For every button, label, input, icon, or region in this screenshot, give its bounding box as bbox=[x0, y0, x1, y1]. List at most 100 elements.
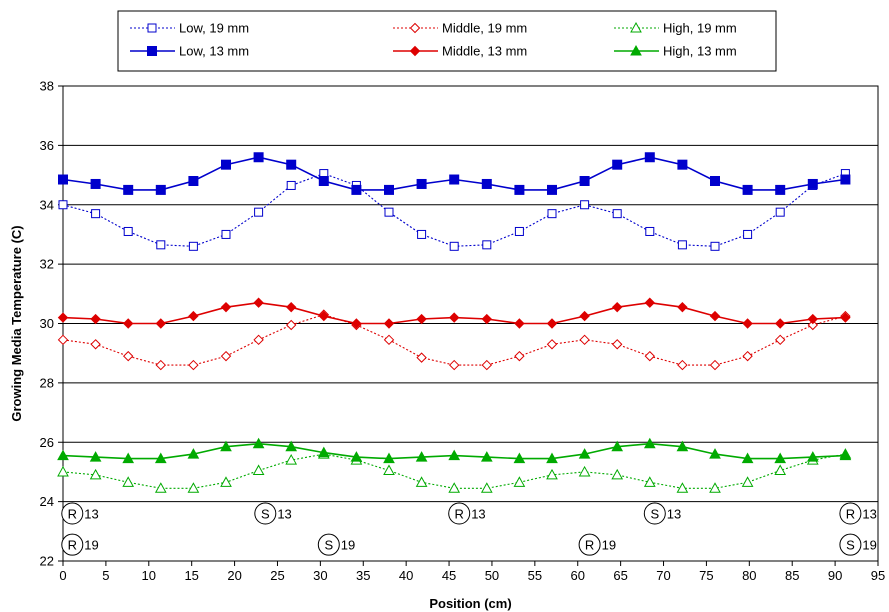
data-point bbox=[317, 446, 330, 458]
x-tick-label: 30 bbox=[313, 568, 327, 583]
data-point bbox=[742, 350, 753, 362]
y-tick-label: 36 bbox=[40, 138, 54, 153]
annotation-circle bbox=[61, 533, 84, 556]
x-axis-title: Position (cm) bbox=[429, 596, 511, 611]
x-tick-label: 25 bbox=[270, 568, 284, 583]
gridlines bbox=[63, 144, 878, 503]
data-point bbox=[677, 159, 688, 170]
data-point bbox=[480, 482, 493, 493]
annotation-circle bbox=[839, 502, 862, 525]
data-point bbox=[611, 468, 624, 480]
data-point bbox=[383, 318, 395, 329]
data-point bbox=[188, 176, 199, 186]
data-point bbox=[122, 318, 134, 329]
data-point bbox=[285, 319, 297, 331]
data-point bbox=[154, 482, 167, 493]
annotation-symbol: S bbox=[846, 537, 855, 552]
data-point bbox=[220, 476, 232, 487]
data-point bbox=[91, 209, 101, 219]
annotation-label: 19 bbox=[602, 537, 616, 552]
data-point bbox=[155, 184, 166, 195]
data-point bbox=[643, 476, 656, 487]
y-tick-label: 26 bbox=[40, 435, 54, 450]
data-point bbox=[415, 476, 428, 487]
legend-label: Low, 19 mm bbox=[179, 21, 249, 36]
data-point bbox=[741, 452, 754, 464]
data-point bbox=[383, 334, 395, 346]
x-tick-label: 90 bbox=[828, 568, 842, 583]
legend-item: High, 19 mm bbox=[614, 21, 737, 36]
x-tick-label: 15 bbox=[184, 568, 198, 583]
data-point bbox=[318, 176, 329, 186]
data-point bbox=[122, 452, 135, 464]
annotation-label: 13 bbox=[862, 506, 876, 521]
data-point bbox=[252, 437, 265, 449]
series-group bbox=[57, 152, 852, 493]
data-point bbox=[481, 178, 492, 189]
x-tick-label: 45 bbox=[442, 568, 456, 583]
legend-box bbox=[117, 10, 777, 72]
series-4 bbox=[57, 297, 851, 329]
data-point bbox=[285, 440, 298, 452]
annotation-symbol: R bbox=[68, 506, 77, 521]
data-point bbox=[89, 451, 102, 462]
data-point bbox=[677, 359, 688, 371]
data-point bbox=[676, 482, 689, 493]
x-tick-label: 5 bbox=[102, 568, 109, 583]
legend-item: Middle, 19 mm bbox=[393, 21, 527, 36]
data-point bbox=[741, 476, 754, 487]
legend-label: High, 19 mm bbox=[663, 21, 737, 36]
legend: Low, 19 mm Middle, 19 mm High, 19 mm Low, 1… bbox=[117, 10, 777, 72]
y-tick-label: 22 bbox=[40, 554, 54, 569]
data-point bbox=[90, 339, 101, 350]
legend-swatch-marker bbox=[630, 44, 642, 56]
annotation-symbol: S bbox=[261, 506, 270, 521]
data-point bbox=[514, 226, 524, 236]
data-point bbox=[123, 184, 134, 195]
data-point bbox=[416, 178, 427, 189]
legend-item: Middle, 13 mm bbox=[393, 44, 527, 59]
annotation-circle bbox=[643, 502, 666, 525]
data-point bbox=[188, 359, 199, 371]
annotation-label: 13 bbox=[277, 506, 291, 521]
data-point bbox=[187, 482, 200, 493]
data-point bbox=[709, 482, 721, 493]
series-1 bbox=[57, 309, 851, 371]
data-point bbox=[710, 176, 720, 186]
annotation-circle bbox=[578, 533, 601, 556]
annotation-marker: S 19 bbox=[317, 533, 355, 556]
data-point bbox=[546, 468, 558, 480]
data-point bbox=[155, 318, 167, 329]
data-point bbox=[156, 240, 166, 250]
data-point bbox=[57, 449, 69, 461]
data-point bbox=[742, 318, 753, 329]
data-point bbox=[252, 464, 265, 475]
x-tick-label: 55 bbox=[528, 568, 542, 583]
data-point bbox=[416, 352, 427, 363]
annotation-marker: R 19 bbox=[61, 533, 99, 556]
legend-swatch-marker bbox=[409, 45, 421, 57]
data-point bbox=[611, 301, 623, 313]
data-point bbox=[285, 454, 298, 465]
axes: 22 24 26 28 30 32 34 36 38 0 5 10 15 20 25 30 35 40 45 50 55… bbox=[40, 79, 886, 584]
data-point bbox=[220, 350, 232, 362]
annotation-label: 13 bbox=[84, 506, 98, 521]
data-point bbox=[449, 241, 459, 251]
y-tick-label: 30 bbox=[40, 316, 54, 331]
data-point bbox=[775, 207, 785, 217]
y-tick-label: 28 bbox=[40, 375, 54, 390]
data-point bbox=[416, 313, 427, 325]
data-point bbox=[285, 301, 297, 313]
x-tick-label: 10 bbox=[142, 568, 156, 583]
data-point bbox=[286, 159, 297, 170]
data-point bbox=[57, 312, 69, 323]
data-point bbox=[481, 359, 493, 371]
data-point bbox=[448, 449, 461, 461]
annotation-symbol: R bbox=[846, 506, 855, 521]
data-point bbox=[839, 449, 852, 461]
data-point bbox=[774, 452, 787, 464]
annotation-marker: R 19 bbox=[578, 533, 616, 556]
annotation-circle bbox=[317, 533, 340, 556]
x-tick-label: 50 bbox=[485, 568, 499, 583]
x-tick-label: 0 bbox=[59, 568, 66, 583]
